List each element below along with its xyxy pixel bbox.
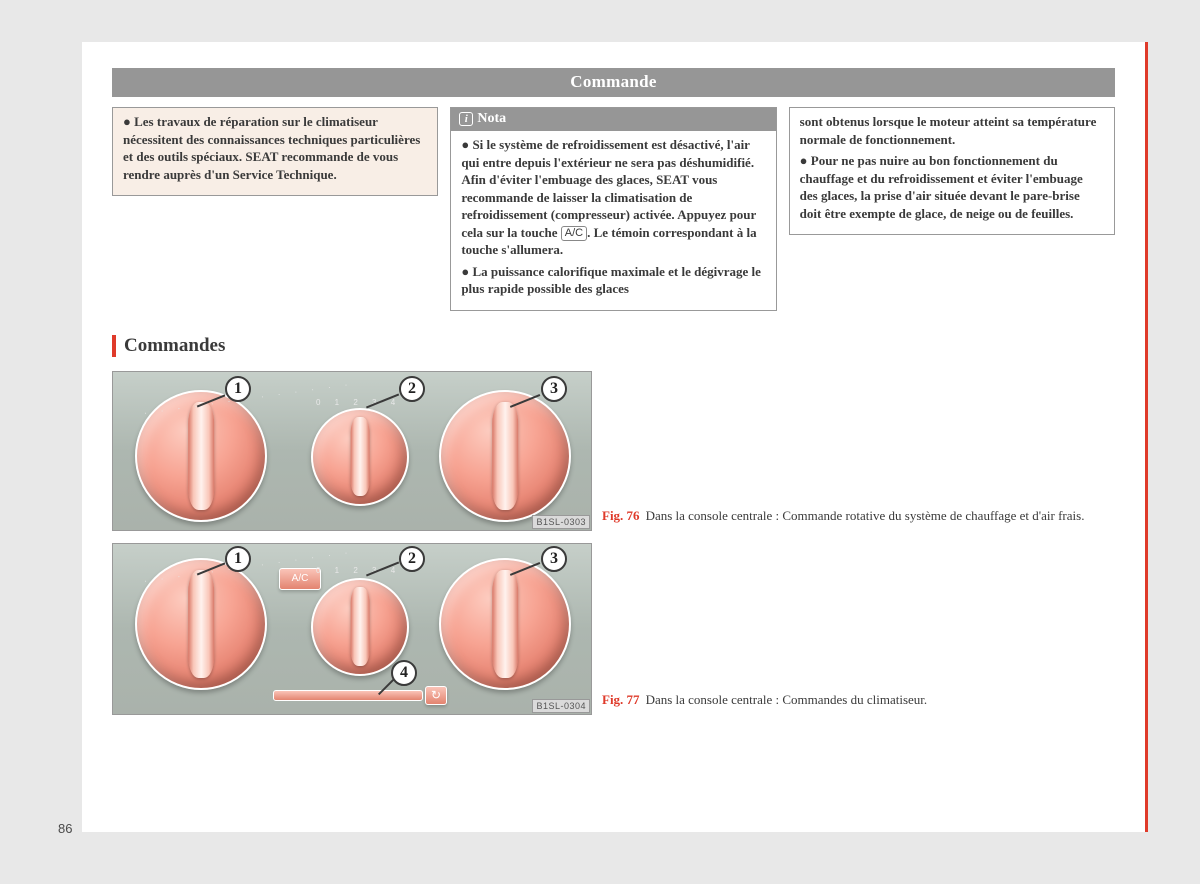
ac-button: A/C [279, 568, 321, 590]
callout-3b: 3 [541, 546, 567, 572]
box-left-bullet: Les travaux de réparation sur le climati… [123, 114, 420, 182]
column-left: ● Les travaux de réparation sur le clima… [112, 107, 438, 311]
figure-77-image: · · · · · · · · · · · · · 1 A/C 0 1 2 3 … [112, 543, 592, 715]
box-right-text: sont obtenus lorsque le moteur atteint s… [790, 108, 1114, 228]
info-icon: i [459, 112, 473, 126]
figure-code-2: B1SL-0304 [532, 699, 590, 713]
page: Commande ● Les travaux de réparation sur… [82, 42, 1148, 832]
box-left-text: ● Les travaux de réparation sur le clima… [113, 108, 437, 189]
figure-76-row: · · · · · · · · · · · · · 1 0 1 2 3 4 2 … [112, 371, 1115, 531]
page-number: 86 [58, 821, 72, 836]
figure-77-caption: Fig. 77 Dans la console centrale : Comman… [602, 543, 1115, 715]
ac-key-inline: A/C [561, 226, 587, 241]
knob-2b [311, 578, 409, 676]
nota-b2: La puissance calorifique maximale et le … [461, 264, 761, 297]
knob-2b-ticks: 0 1 2 3 4 [316, 566, 401, 575]
callout-2b: 2 [399, 546, 425, 572]
box-right: sont obtenus lorsque le moteur atteint s… [789, 107, 1115, 235]
callout-4b: 4 [391, 660, 417, 686]
figure-76-image: · · · · · · · · · · · · · 1 0 1 2 3 4 2 … [112, 371, 592, 531]
nota-box: i Nota ● Si le système de refroidissement… [450, 107, 776, 311]
callout-1: 1 [225, 376, 251, 402]
knob-2 [311, 408, 409, 506]
knob-3b [439, 558, 571, 690]
nota-header-text: Nota [477, 111, 506, 126]
figure-76-caption: Fig. 76 Dans la console centrale : Comman… [602, 371, 1115, 531]
section-heading: Commandes [112, 335, 1115, 357]
callout-1b: 1 [225, 546, 251, 572]
fig-num: Fig. 76 [602, 508, 640, 523]
air-recirculation-slider [273, 690, 423, 701]
column-right: sont obtenus lorsque le moteur atteint s… [789, 107, 1115, 311]
fig-num-2: Fig. 77 [602, 692, 640, 707]
fig-text-2: Dans la console centrale : Commandes du … [646, 692, 928, 707]
page-title: Commande [112, 68, 1115, 97]
column-middle: i Nota ● Si le système de refroidissement… [450, 107, 776, 311]
figure-77-row: · · · · · · · · · · · · · 1 A/C 0 1 2 3 … [112, 543, 1115, 715]
knob-2-ticks: 0 1 2 3 4 [316, 398, 401, 407]
callout-3: 3 [541, 376, 567, 402]
three-columns: ● Les travaux de réparation sur le clima… [112, 107, 1115, 311]
warning-box-left: ● Les travaux de réparation sur le clima… [112, 107, 438, 196]
nota-header: i Nota [451, 108, 775, 131]
knob-3 [439, 390, 571, 522]
right-bullet: Pour ne pas nuire au bon fonctionnement … [800, 153, 1083, 221]
recirc-button: ↻ [425, 686, 447, 705]
right-continuation: sont obtenus lorsque le moteur atteint s… [800, 114, 1097, 147]
figure-code: B1SL-0303 [532, 515, 590, 529]
callout-2: 2 [399, 376, 425, 402]
nota-text: ● Si le système de refroidissement est d… [451, 131, 775, 304]
fig-text: Dans la console centrale : Commande rota… [646, 508, 1085, 523]
